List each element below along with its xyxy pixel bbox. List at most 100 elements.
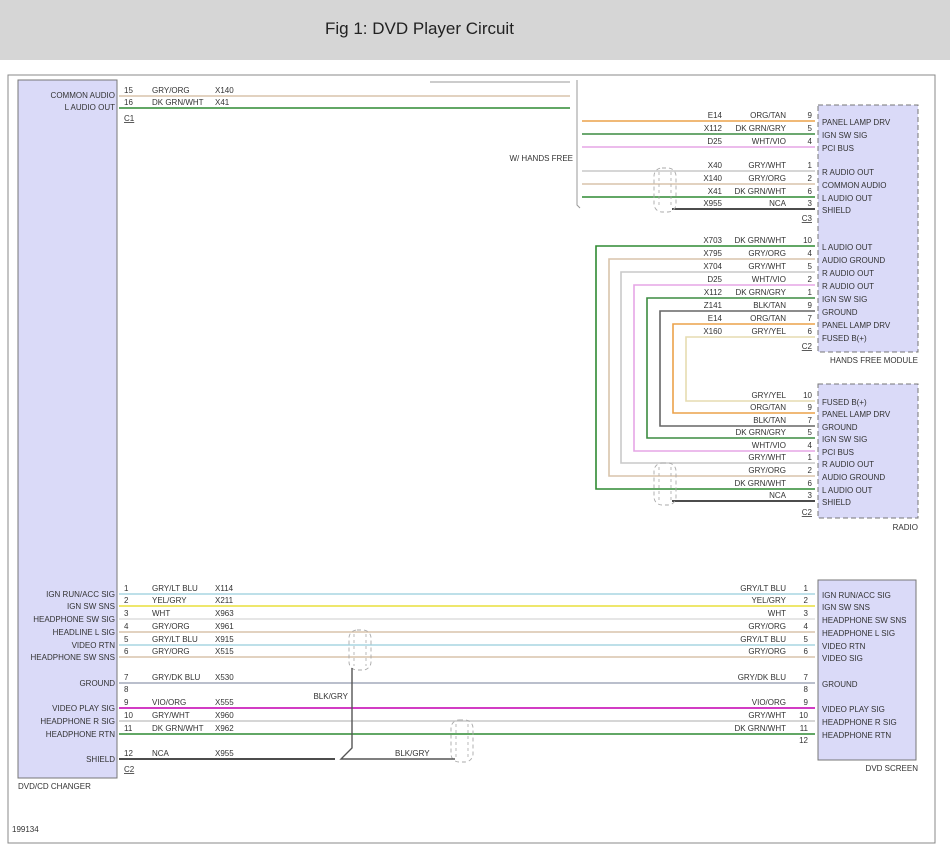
pin-number: 6 bbox=[808, 187, 813, 196]
wire-color-label: WHT bbox=[768, 609, 786, 618]
changer-pin-function: HEADPHONE RTN bbox=[46, 730, 115, 739]
wire-color-label: GRY/WHT bbox=[748, 262, 786, 271]
screen-pin-function: IGN RUN/ACC SIG bbox=[822, 591, 891, 600]
hf-pin-function: L AUDIO OUT bbox=[822, 243, 872, 252]
screen-pin-function: GROUND bbox=[822, 680, 858, 689]
changer-pin-function: VIDEO RTN bbox=[72, 641, 116, 650]
wire-hf-c2-1 bbox=[646, 297, 815, 439]
wire-color-label: DK GRN/WHT bbox=[734, 724, 786, 733]
wire-color-label: GRY/ORG bbox=[748, 466, 786, 475]
wire-color-label: WHT bbox=[152, 609, 170, 618]
hf-pin-function: COMMON AUDIO bbox=[822, 181, 886, 190]
pin-number: 6 bbox=[804, 647, 809, 656]
wire-color-label: WHT/VIO bbox=[752, 275, 786, 284]
changer-pin-function: GROUND bbox=[79, 679, 115, 688]
circuit-label: X962 bbox=[215, 724, 234, 733]
pin-number: 5 bbox=[808, 262, 813, 271]
wire-color-label: GRY/ORG bbox=[152, 647, 190, 656]
pin-number: 2 bbox=[808, 174, 813, 183]
wire-hf-c2-10 bbox=[595, 245, 815, 490]
wire-color-label: GRY/WHT bbox=[748, 453, 786, 462]
pin-number: 3 bbox=[808, 199, 813, 208]
pin-number: 16 bbox=[124, 98, 133, 107]
wire-color-label: WHT/VIO bbox=[752, 441, 786, 450]
circuit-label: X961 bbox=[215, 622, 234, 631]
pin-number: 10 bbox=[799, 711, 808, 720]
circuit-label: E14 bbox=[708, 314, 723, 323]
option-bracket bbox=[576, 80, 581, 209]
figure-title: Fig 1: DVD Player Circuit bbox=[325, 19, 514, 38]
pin-number: 12 bbox=[799, 736, 808, 745]
pin-number: 1 bbox=[808, 453, 813, 462]
circuit-label: X963 bbox=[215, 609, 234, 618]
pin-number: 3 bbox=[804, 609, 809, 618]
wire-color-label: DK GRN/WHT bbox=[734, 187, 786, 196]
wire-color-label: GRY/WHT bbox=[152, 711, 190, 720]
changer-pin-function: L AUDIO OUT bbox=[65, 103, 115, 112]
changer-pin-function: SHIELD bbox=[86, 755, 115, 764]
hf-pin-function: R AUDIO OUT bbox=[822, 269, 874, 278]
circuit-label: X515 bbox=[215, 647, 234, 656]
wire-color-label: GRY/ORG bbox=[748, 647, 786, 656]
circuit-label: X112 bbox=[704, 124, 723, 133]
circuit-label: X41 bbox=[708, 187, 723, 196]
circuit-label: E14 bbox=[708, 111, 723, 120]
circuit-label: X114 bbox=[215, 584, 234, 593]
pin-number: 7 bbox=[808, 314, 813, 323]
pin-number: 4 bbox=[808, 441, 813, 450]
changer-pin-function: HEADLINE L SIG bbox=[53, 628, 115, 637]
wire-color-label: DK GRN/GRY bbox=[735, 124, 786, 133]
circuit-label: X960 bbox=[215, 711, 234, 720]
changer-pin-function: HEADPHONE R SIG bbox=[40, 717, 115, 726]
hands-free-module-box bbox=[817, 104, 919, 353]
wire-hf-c2-9 bbox=[659, 310, 815, 427]
connector-label-c1: C1 bbox=[124, 114, 135, 123]
dvd-screen-label: DVD SCREEN bbox=[866, 764, 919, 773]
circuit-label: X40 bbox=[708, 161, 723, 170]
pin-number: 12 bbox=[124, 749, 133, 758]
circuit-label: X140 bbox=[703, 174, 722, 183]
circuit-label: X704 bbox=[703, 262, 722, 271]
wire-color-label: GRY/ORG bbox=[748, 174, 786, 183]
circuit-label: D25 bbox=[707, 137, 722, 146]
screen-pin-function: HEADPHONE RTN bbox=[822, 731, 891, 740]
wire-color-label: GRY/LT BLU bbox=[152, 584, 198, 593]
shield-headphone bbox=[450, 719, 474, 763]
wire-color-label: GRY/LT BLU bbox=[740, 584, 786, 593]
pin-number: 5 bbox=[808, 124, 813, 133]
circuit-label: X112 bbox=[704, 288, 723, 297]
wire-color-label: YEL/GRY bbox=[152, 596, 187, 605]
hands-free-option-note: W/ HANDS FREE bbox=[509, 154, 573, 163]
wire-color-label: GRY/DK BLU bbox=[738, 673, 787, 682]
wire-color-label: GRY/LT BLU bbox=[740, 635, 786, 644]
screen-pin-function: IGN SW SNS bbox=[822, 603, 870, 612]
circuit-label: X955 bbox=[215, 749, 234, 758]
radio-pin-function: PCI BUS bbox=[822, 448, 854, 457]
pin-number: 9 bbox=[808, 403, 813, 412]
wire-color-label: GRY/YEL bbox=[751, 391, 786, 400]
figure-header: Fig 1: DVD Player Circuit bbox=[0, 0, 950, 60]
pin-number: 8 bbox=[124, 685, 129, 694]
wire-color-label: GRY/ORG bbox=[152, 86, 190, 95]
wire-color-label: DK GRN/GRY bbox=[735, 428, 786, 437]
wire-color-label: WHT/VIO bbox=[752, 137, 786, 146]
wire-hf-c2-7 bbox=[672, 323, 815, 414]
pin-number: 7 bbox=[808, 416, 813, 425]
wire-color-label: DK GRN/WHT bbox=[734, 236, 786, 245]
wire-color-label: ORG/TAN bbox=[750, 403, 786, 412]
pin-number: 9 bbox=[124, 698, 129, 707]
changer-pin-function: IGN SW SNS bbox=[67, 602, 115, 611]
connector-label-hf-c2: C2 bbox=[802, 342, 813, 351]
radio-pin-function: PANEL LAMP DRV bbox=[822, 410, 891, 419]
radio-pin-function: L AUDIO OUT bbox=[822, 486, 872, 495]
wire-color-label: BLK/TAN bbox=[753, 301, 786, 310]
shield-drain-label: BLK/GRY bbox=[395, 749, 430, 758]
wire-hf-c2-2 bbox=[633, 284, 815, 452]
hf-pin-function: FUSED B(+) bbox=[822, 334, 867, 343]
circuit-label: X41 bbox=[215, 98, 230, 107]
pin-number: 2 bbox=[804, 596, 809, 605]
wire-color-label: DK GRN/GRY bbox=[735, 288, 786, 297]
diagram-frame bbox=[7, 74, 936, 844]
wire-color-label: NCA bbox=[769, 199, 787, 208]
